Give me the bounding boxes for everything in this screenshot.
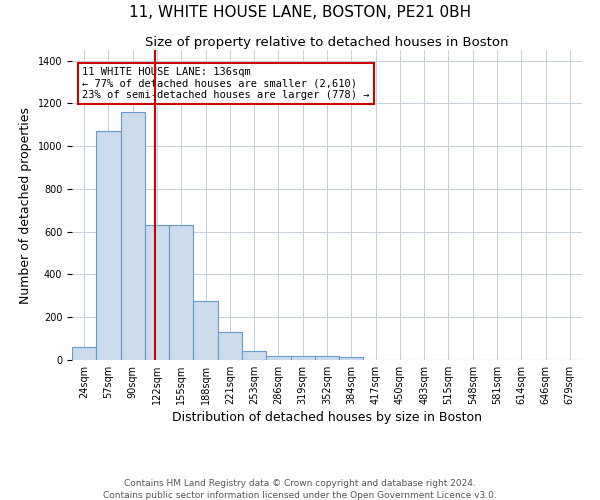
Bar — [72, 347, 96, 360]
Bar — [193, 301, 218, 360]
Y-axis label: Number of detached properties: Number of detached properties — [19, 106, 32, 304]
Title: Size of property relative to detached houses in Boston: Size of property relative to detached ho… — [145, 36, 509, 49]
Bar — [242, 352, 266, 360]
Bar — [315, 356, 339, 360]
Text: 11 WHITE HOUSE LANE: 136sqm
← 77% of detached houses are smaller (2,610)
23% of : 11 WHITE HOUSE LANE: 136sqm ← 77% of det… — [82, 67, 370, 100]
Bar — [290, 356, 315, 360]
Bar — [169, 226, 193, 360]
X-axis label: Distribution of detached houses by size in Boston: Distribution of detached houses by size … — [172, 411, 482, 424]
Bar — [218, 332, 242, 360]
Bar — [266, 356, 290, 360]
Text: 11, WHITE HOUSE LANE, BOSTON, PE21 0BH: 11, WHITE HOUSE LANE, BOSTON, PE21 0BH — [129, 5, 471, 20]
Bar — [121, 112, 145, 360]
Text: Contains HM Land Registry data © Crown copyright and database right 2024.
Contai: Contains HM Land Registry data © Crown c… — [103, 478, 497, 500]
Bar — [96, 131, 121, 360]
Bar — [145, 226, 169, 360]
Bar — [339, 357, 364, 360]
